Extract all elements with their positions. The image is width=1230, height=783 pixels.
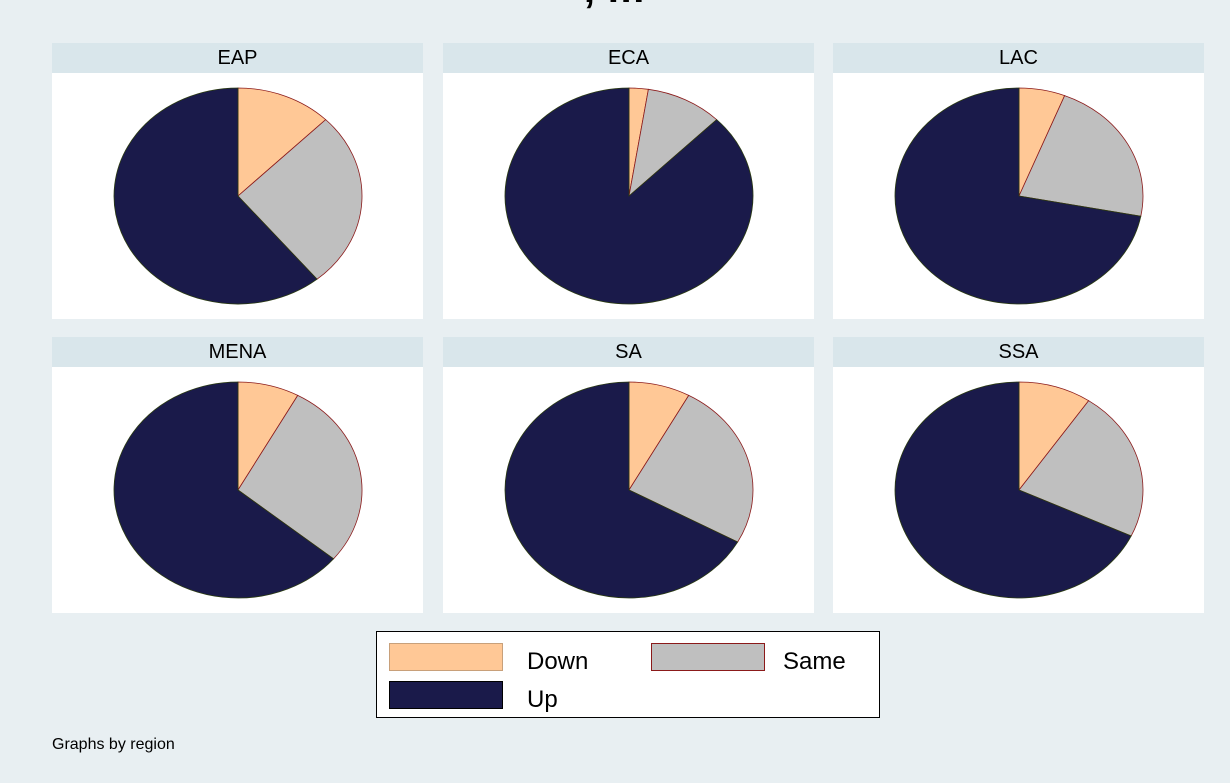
- pie-panel-mena: MENA: [52, 337, 423, 613]
- pie-panel-sa: SA: [443, 337, 814, 613]
- pie-chart-lac: [894, 87, 1144, 305]
- pie-chart-ssa: [894, 381, 1144, 599]
- slice-lac-same: [1018, 95, 1144, 217]
- slice-sa-up: [504, 381, 739, 599]
- slice-sa-same: [628, 394, 754, 543]
- panel-header-mena: MENA: [52, 337, 423, 367]
- slice-mena-up: [113, 381, 335, 599]
- slice-eap-down: [237, 87, 327, 197]
- slice-ssa-up: [894, 381, 1132, 599]
- pie-chart-eap: [113, 87, 363, 305]
- slice-ssa-same: [1018, 400, 1144, 537]
- slice-eca-same: [628, 88, 718, 198]
- panel-header-lac: LAC: [833, 43, 1204, 73]
- pie-panel-ssa: SSA: [833, 337, 1204, 613]
- panel-header-eap: EAP: [52, 43, 423, 73]
- graphs-by-note: Graphs by region: [52, 736, 175, 753]
- pie-chart-eca: [504, 87, 754, 305]
- slice-mena-same: [237, 394, 363, 560]
- slice-eap-same: [237, 119, 363, 280]
- legend-swatch-up: [389, 681, 503, 709]
- pie-panel-eap: EAP: [52, 43, 423, 319]
- legend: Down Same Up: [376, 631, 880, 718]
- legend-swatch-same: [651, 643, 765, 671]
- panel-header-ssa: SSA: [833, 337, 1204, 367]
- pie-panel-eca: ECA: [443, 43, 814, 319]
- legend-label-same: Same: [783, 648, 846, 675]
- slice-lac-up: [894, 87, 1142, 305]
- pie-chart-mena: [113, 381, 363, 599]
- pie-panel-lac: LAC: [833, 43, 1204, 319]
- legend-label-down: Down: [527, 648, 589, 675]
- slice-eca-up: [504, 87, 754, 305]
- slice-eap-up: [113, 87, 318, 305]
- chart-title: , …: [0, 0, 1230, 9]
- legend-label-up: Up: [527, 686, 558, 713]
- panel-header-eca: ECA: [443, 43, 814, 73]
- pie-chart-sa: [504, 381, 754, 599]
- legend-swatch-down: [389, 643, 503, 671]
- panel-header-sa: SA: [443, 337, 814, 367]
